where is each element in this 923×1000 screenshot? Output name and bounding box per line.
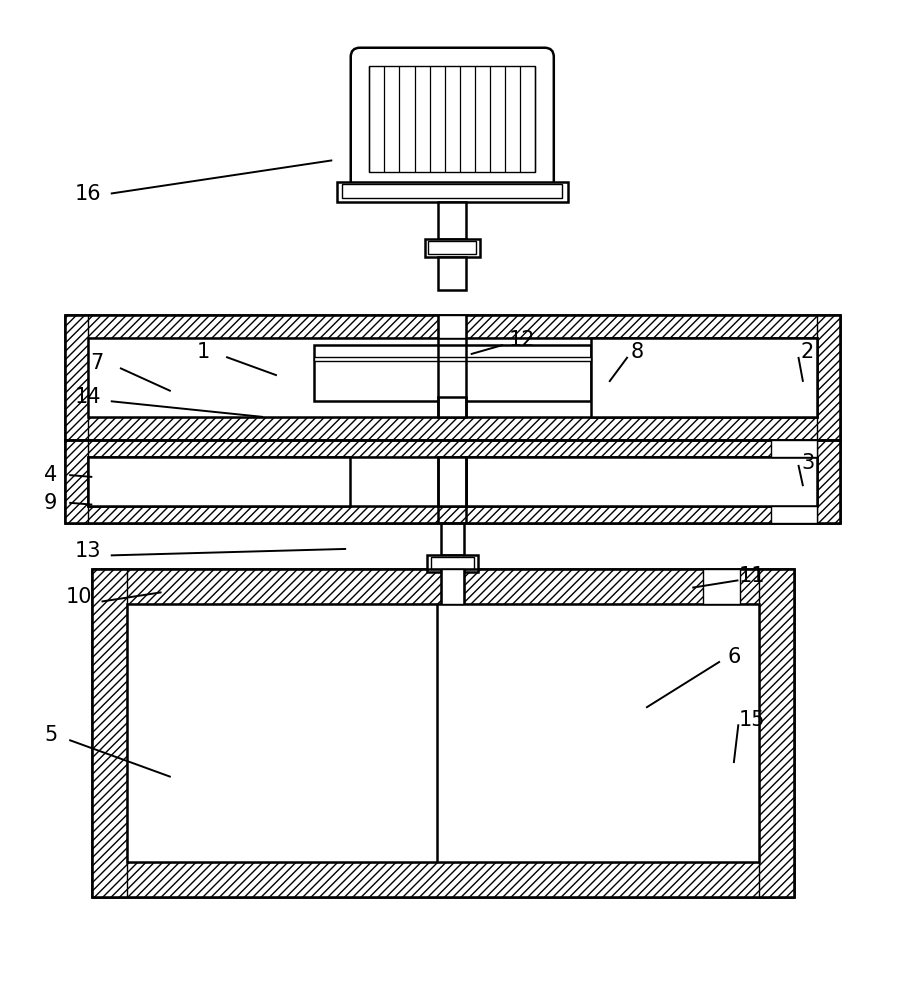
Bar [426, 555, 478, 572]
Text: 13: 13 [75, 541, 101, 561]
Bar [92, 569, 794, 604]
Text: 1: 1 [197, 342, 210, 362]
Bar [438, 257, 466, 290]
Bar [65, 440, 840, 523]
Bar [337, 182, 568, 202]
Text: 11: 11 [739, 566, 765, 586]
Bar [466, 457, 817, 506]
Bar [65, 315, 840, 440]
Bar [817, 440, 840, 523]
Bar [591, 338, 817, 417]
Bar [428, 241, 476, 254]
Text: 9: 9 [44, 493, 57, 513]
Bar [314, 345, 591, 401]
Text: 5: 5 [44, 725, 57, 745]
Text: 7: 7 [90, 353, 103, 373]
Bar [771, 440, 817, 457]
Bar [92, 862, 794, 897]
Bar [65, 315, 88, 440]
Bar [92, 569, 794, 897]
Bar [314, 357, 591, 361]
Bar [88, 338, 817, 417]
Bar [817, 315, 840, 440]
Bar [759, 569, 794, 897]
Text: 14: 14 [75, 387, 101, 407]
Bar [65, 417, 840, 440]
Bar [425, 239, 480, 257]
Bar [440, 523, 463, 555]
Text: 8: 8 [630, 342, 643, 362]
Bar [65, 440, 840, 457]
Text: 10: 10 [66, 587, 91, 607]
Bar [440, 569, 463, 604]
Bar [438, 315, 466, 338]
Bar [430, 557, 474, 569]
Bar [369, 66, 535, 172]
Text: 2: 2 [801, 342, 814, 362]
Bar [65, 440, 840, 523]
Text: 6: 6 [727, 647, 740, 667]
Text: 12: 12 [509, 330, 534, 350]
Bar [771, 506, 817, 523]
Bar [65, 315, 840, 440]
Bar [440, 569, 463, 572]
Bar [92, 569, 794, 897]
Text: 4: 4 [44, 465, 57, 485]
Bar [438, 397, 466, 417]
Text: 3: 3 [801, 453, 814, 473]
Bar [438, 202, 466, 239]
Text: 15: 15 [739, 710, 765, 730]
FancyBboxPatch shape [351, 48, 554, 191]
Text: 16: 16 [75, 184, 101, 204]
Bar [92, 569, 127, 897]
Bar [65, 506, 840, 523]
Bar [65, 440, 88, 523]
Bar [65, 315, 840, 338]
Bar [127, 604, 759, 862]
Bar [438, 457, 466, 506]
Bar [342, 184, 562, 198]
Bar [88, 457, 817, 506]
Bar [88, 457, 350, 506]
Bar [703, 569, 740, 604]
